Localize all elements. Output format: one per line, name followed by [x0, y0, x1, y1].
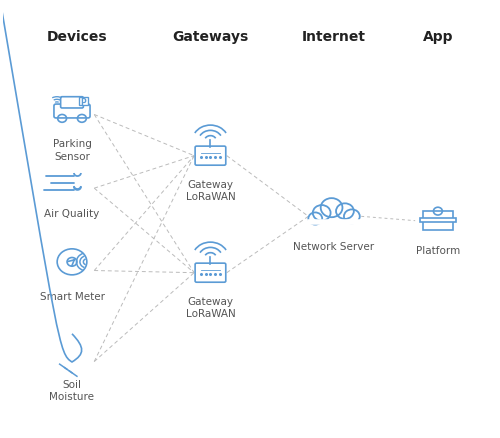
Text: App: App	[422, 30, 453, 44]
Text: Internet: Internet	[302, 30, 366, 44]
Text: Platform: Platform	[416, 245, 460, 255]
Text: Gateways: Gateways	[172, 30, 248, 44]
FancyBboxPatch shape	[195, 264, 226, 283]
Circle shape	[313, 205, 330, 221]
Circle shape	[308, 213, 322, 225]
FancyBboxPatch shape	[423, 211, 452, 230]
FancyBboxPatch shape	[195, 147, 226, 166]
Text: Parking
Sensor: Parking Sensor	[52, 139, 92, 161]
FancyBboxPatch shape	[60, 98, 84, 109]
Circle shape	[320, 199, 342, 218]
Text: Network Server: Network Server	[294, 241, 374, 251]
Circle shape	[344, 210, 360, 224]
Text: Air Quality: Air Quality	[44, 208, 100, 218]
Text: Smart Meter: Smart Meter	[40, 292, 104, 302]
Text: Gateway
LoRaWAN: Gateway LoRaWAN	[186, 296, 236, 318]
Text: Soil
Moisture: Soil Moisture	[50, 379, 94, 401]
FancyBboxPatch shape	[54, 105, 90, 119]
Text: P: P	[80, 97, 86, 106]
Text: Gateway
LoRaWAN: Gateway LoRaWAN	[186, 179, 236, 201]
Text: Devices: Devices	[46, 30, 108, 44]
FancyBboxPatch shape	[78, 98, 88, 106]
FancyBboxPatch shape	[420, 219, 456, 222]
Circle shape	[336, 204, 354, 219]
